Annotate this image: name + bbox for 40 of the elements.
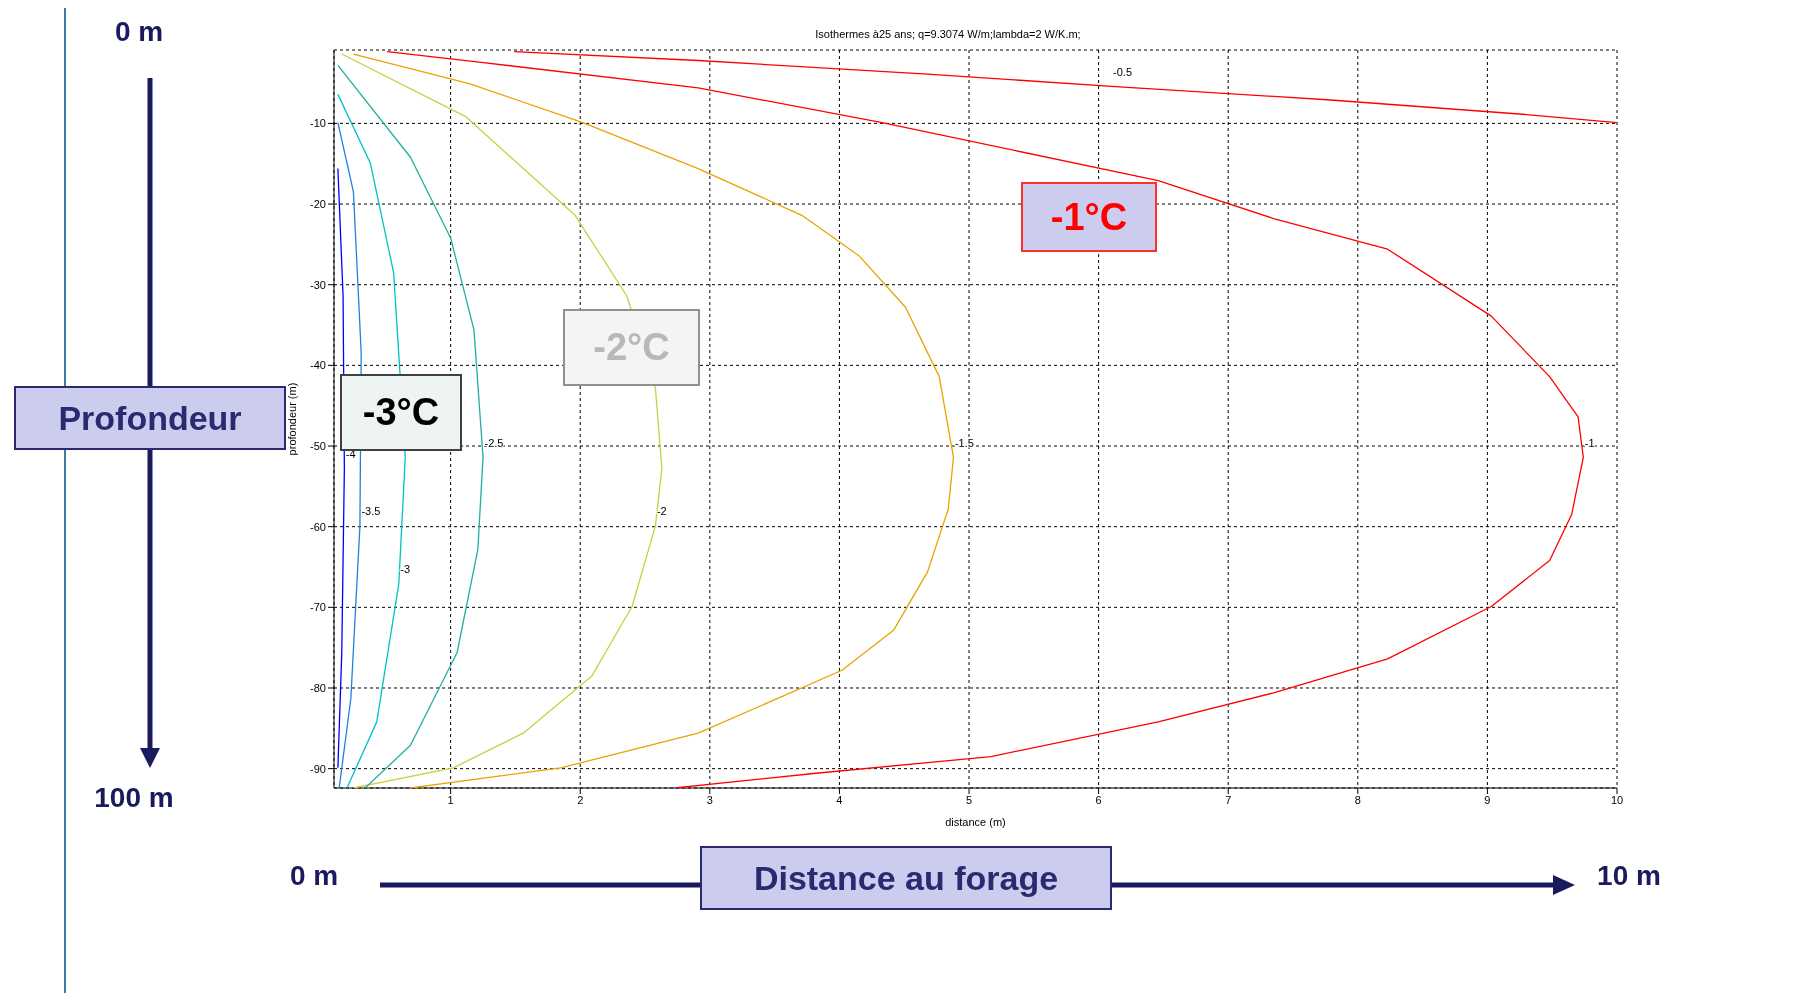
series-label: -3 <box>400 563 411 576</box>
x-tick-label: 2 <box>577 793 584 806</box>
y-tick-label: -40 <box>310 359 326 372</box>
annotation: -2°C <box>563 309 700 386</box>
y-tick-label: -60 <box>310 520 326 533</box>
y-tick-label: -90 <box>310 762 326 775</box>
x-tick-label: 5 <box>965 793 973 806</box>
annotation: -3°C <box>362 391 440 433</box>
y-tick-label: -50 <box>310 439 326 452</box>
series-label: -1 <box>1584 436 1595 449</box>
x-tick-label: 1 <box>447 793 454 806</box>
text: 100 m <box>93 781 175 815</box>
x-tick-label: 7 <box>1225 793 1232 806</box>
series-label: -3.5 <box>361 505 381 518</box>
y-axis-title: profondeur (m) <box>285 382 298 456</box>
series-label: -0.5 <box>1113 65 1133 78</box>
text: Distance au forage <box>700 846 1112 910</box>
y-tick-label: -10 <box>310 117 326 130</box>
x-tick-label: 10 <box>1610 793 1624 806</box>
text: Profondeur <box>14 386 286 450</box>
text: 0 m <box>288 859 340 893</box>
series-label: -2 <box>656 505 667 518</box>
text: 10 m <box>1596 859 1662 893</box>
y-tick-label: -70 <box>310 601 326 614</box>
line-series <box>513 50 1617 124</box>
annotation: -1°C <box>1021 182 1157 252</box>
x-tick-label: 9 <box>1484 793 1491 806</box>
x-tick-label: 3 <box>706 793 713 806</box>
y-tick-label: -30 <box>310 278 326 291</box>
chart-title: Isothermes à25 ans; q=9.3074 W/m;lambda=2 W/K.m; <box>814 28 1082 40</box>
text: 0 m <box>113 15 165 49</box>
y-tick-label: -80 <box>310 681 326 694</box>
x-tick-label: 8 <box>1354 793 1361 806</box>
series-label: -2.5 <box>484 436 504 449</box>
y-tick-label: -20 <box>310 197 326 210</box>
line-series <box>337 64 484 788</box>
x-tick-label: 4 <box>836 793 843 806</box>
series-label: -1.5 <box>954 436 974 449</box>
x-tick-label: 6 <box>1095 793 1102 806</box>
x-axis-title: distance (m) <box>945 816 1006 828</box>
